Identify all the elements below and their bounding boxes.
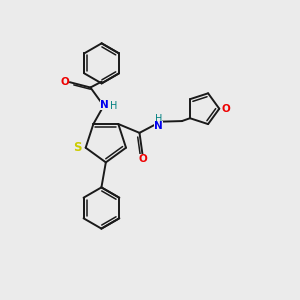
Text: H: H bbox=[155, 114, 162, 124]
Text: O: O bbox=[221, 104, 230, 114]
Text: O: O bbox=[139, 154, 147, 164]
Text: O: O bbox=[60, 76, 69, 87]
Text: S: S bbox=[73, 141, 82, 154]
Text: N: N bbox=[100, 100, 109, 110]
Text: N: N bbox=[154, 121, 163, 131]
Text: H: H bbox=[110, 101, 117, 111]
